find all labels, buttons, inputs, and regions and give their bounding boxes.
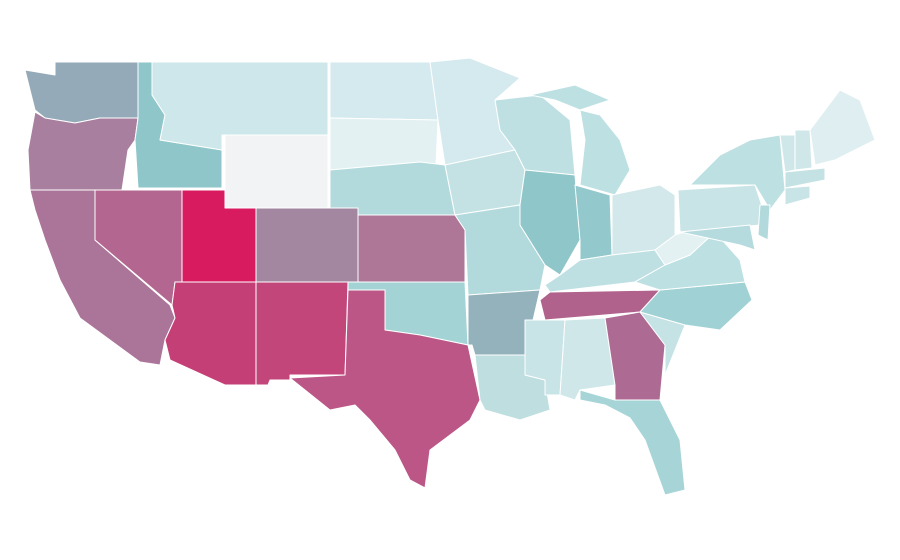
region: [255, 281, 349, 386]
region: [329, 161, 456, 216]
region: [357, 214, 466, 283]
region: [689, 134, 786, 211]
region: [579, 109, 631, 196]
region: [289, 289, 481, 489]
region: [329, 61, 439, 121]
region: [27, 111, 139, 191]
region: [757, 204, 771, 241]
region: [579, 389, 686, 496]
region: [784, 185, 811, 206]
region: [24, 61, 139, 124]
region: [224, 134, 329, 209]
region: [255, 207, 359, 283]
region: [794, 129, 813, 171]
region: [679, 224, 756, 251]
region: [529, 84, 611, 111]
region: [677, 184, 766, 233]
region: [784, 167, 826, 189]
region: [574, 184, 613, 261]
region: [151, 61, 329, 151]
region: [164, 281, 257, 386]
region: [809, 89, 876, 166]
